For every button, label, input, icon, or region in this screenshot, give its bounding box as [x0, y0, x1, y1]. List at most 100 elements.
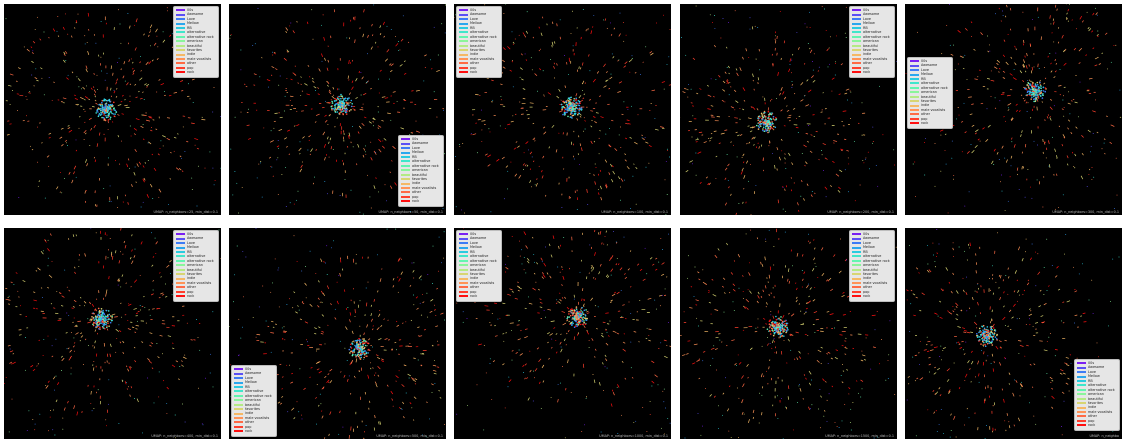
data-point	[502, 66, 506, 69]
data-point	[296, 401, 298, 403]
legend-entry: Mellow	[852, 21, 892, 25]
data-point	[278, 147, 280, 149]
data-point	[95, 321, 97, 323]
data-point	[4, 383, 5, 385]
data-point	[270, 74, 273, 76]
data-point	[490, 211, 492, 213]
data-point	[1086, 11, 1088, 13]
data-point	[194, 138, 199, 141]
data-point	[91, 410, 93, 412]
data-point	[87, 12, 90, 17]
data-point	[1077, 116, 1079, 118]
data-point	[838, 93, 841, 95]
data-point	[1007, 34, 1009, 35]
data-point	[781, 150, 783, 152]
data-point	[98, 103, 100, 106]
legend-swatch	[401, 178, 410, 181]
data-point	[52, 376, 56, 380]
data-point	[160, 276, 162, 278]
data-point	[323, 260, 325, 263]
data-point	[715, 155, 718, 158]
data-point	[400, 408, 402, 409]
data-point	[140, 241, 143, 245]
data-point	[969, 113, 973, 116]
data-point	[139, 274, 141, 276]
data-point	[1092, 47, 1095, 50]
data-point	[964, 131, 967, 134]
data-point	[968, 191, 970, 193]
data-point	[1013, 68, 1015, 70]
data-point	[355, 97, 358, 99]
data-point	[375, 372, 377, 374]
data-point	[844, 138, 847, 140]
data-point	[1054, 59, 1057, 62]
data-point	[564, 296, 566, 299]
data-point	[538, 381, 541, 384]
data-point	[196, 147, 200, 150]
data-point	[63, 407, 66, 411]
data-point	[430, 299, 434, 302]
data-point	[742, 153, 745, 157]
data-point	[561, 207, 563, 208]
data-point	[291, 372, 294, 375]
data-point	[415, 130, 420, 133]
data-point	[555, 149, 558, 153]
data-point	[93, 319, 95, 321]
legend-label: Mellow	[470, 21, 482, 26]
data-point	[278, 128, 283, 132]
data-point	[131, 249, 133, 252]
data-point	[800, 82, 804, 86]
legend-entry: Love	[401, 146, 441, 150]
data-point	[348, 97, 350, 99]
data-point	[151, 59, 154, 62]
data-point	[364, 151, 366, 153]
data-point	[582, 80, 585, 85]
data-point	[562, 275, 565, 280]
data-point	[425, 436, 427, 438]
data-point	[101, 312, 104, 315]
data-point	[338, 88, 340, 90]
data-point	[62, 97, 67, 100]
legend-label: Mellow	[245, 380, 257, 385]
data-point	[80, 335, 84, 338]
data-point	[464, 212, 466, 214]
legend-swatch	[910, 86, 919, 89]
data-point	[395, 35, 396, 37]
data-point	[45, 239, 47, 241]
data-point	[67, 127, 71, 130]
data-point	[570, 109, 572, 112]
data-point	[94, 95, 96, 98]
data-point	[625, 34, 627, 36]
data-point	[539, 298, 542, 301]
legend-label: rock	[187, 70, 195, 75]
data-point	[299, 141, 301, 143]
data-point	[934, 143, 936, 145]
legend-entry: Mellow	[234, 380, 274, 384]
data-point	[541, 276, 544, 279]
data-point	[260, 162, 261, 164]
legend-label: alternative	[187, 254, 206, 259]
data-point	[257, 8, 259, 9]
legend-entry: Awesome	[176, 236, 216, 240]
data-point	[118, 423, 120, 425]
data-point	[336, 98, 338, 101]
data-point	[541, 175, 544, 179]
data-point	[290, 95, 294, 98]
data-point	[107, 116, 109, 118]
data-point	[1023, 99, 1026, 102]
legend-label: other	[863, 61, 873, 66]
data-point	[95, 318, 98, 321]
legend-label: pop	[863, 65, 870, 70]
data-point	[788, 114, 792, 117]
data-point	[569, 100, 571, 103]
data-point	[38, 339, 41, 341]
data-point	[760, 120, 763, 123]
data-point	[669, 29, 671, 30]
data-point	[349, 352, 351, 354]
data-point	[597, 173, 600, 176]
data-point	[80, 332, 83, 335]
data-point	[825, 196, 827, 198]
data-point	[528, 149, 529, 151]
data-point	[386, 384, 389, 387]
data-point	[73, 350, 75, 352]
